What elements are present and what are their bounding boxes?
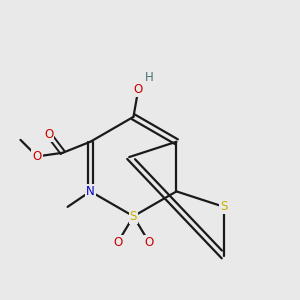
Text: O: O [144,236,154,248]
Text: N: N [86,185,95,198]
Text: S: S [220,200,227,213]
Text: O: O [113,236,123,248]
Text: O: O [44,128,53,141]
Text: S: S [130,210,137,223]
Text: O: O [134,83,143,96]
Text: H: H [145,71,154,84]
Text: O: O [32,150,42,163]
